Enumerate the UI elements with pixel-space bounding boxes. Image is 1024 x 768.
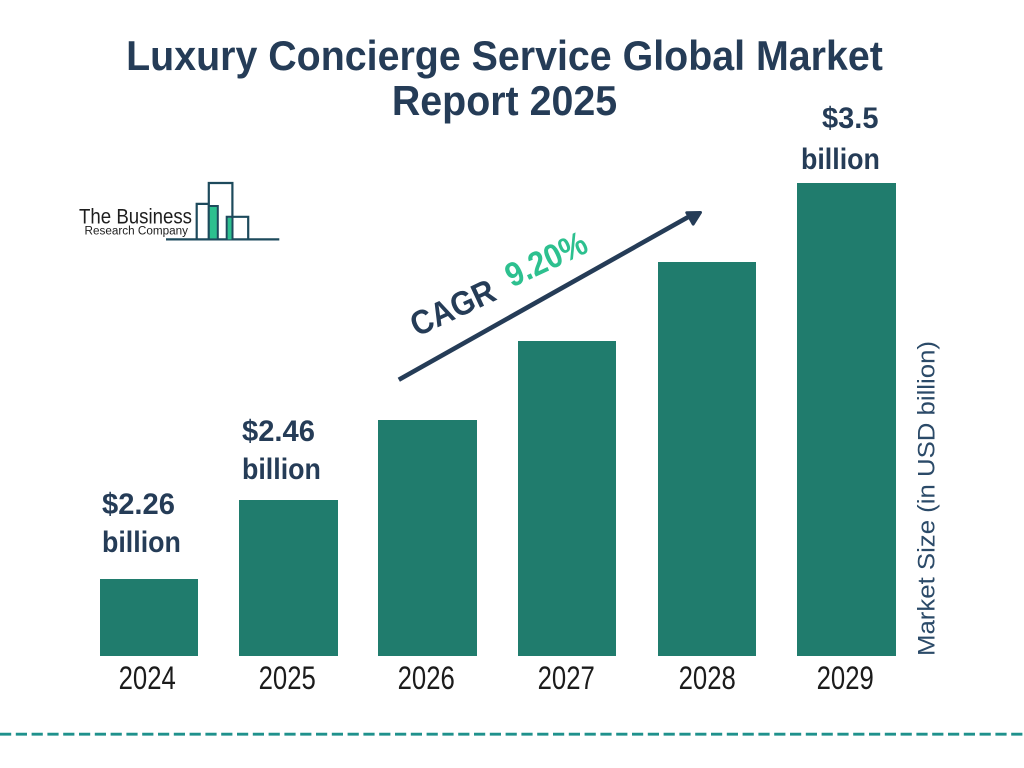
svg-text:The Business: The Business — [79, 206, 192, 229]
svg-text:9.20%: 9.20% — [499, 224, 593, 295]
svg-text:CAGR: CAGR — [404, 272, 501, 344]
svg-text:Market Size (in USD billion): Market Size (in USD billion) — [914, 341, 941, 656]
svg-text:Research Company: Research Company — [85, 225, 189, 237]
